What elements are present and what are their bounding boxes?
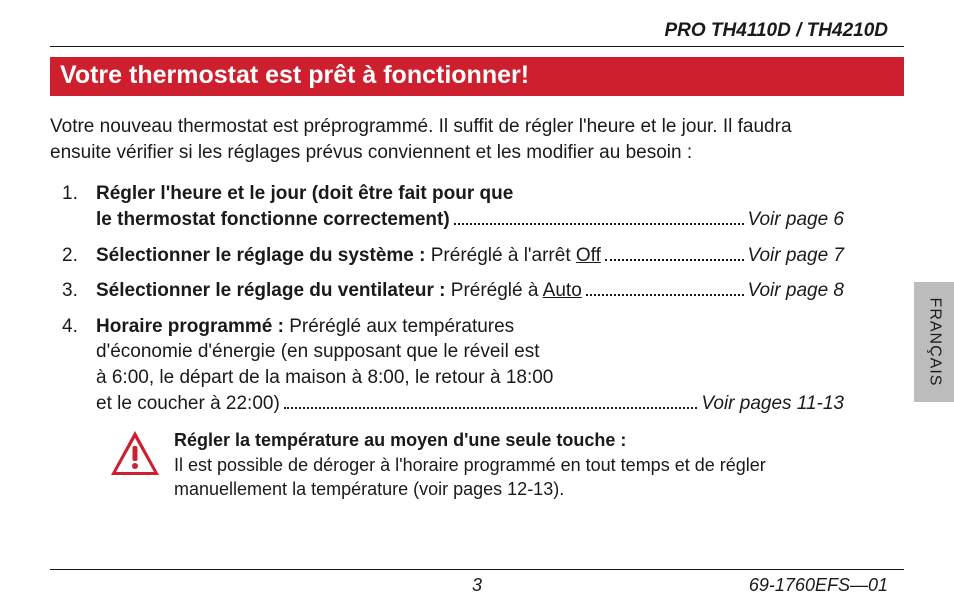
leader-dots bbox=[454, 208, 744, 225]
step-rest-line2: d'économie d'énergie (en supposant que l… bbox=[96, 341, 540, 362]
step-bold: Sélectionner le réglage du ventilateur : bbox=[96, 280, 451, 301]
note-title: Régler la température au moyen d'une seu… bbox=[174, 428, 844, 452]
step-1: 1. Régler l'heure et le jour (doit être … bbox=[96, 181, 844, 232]
footer-rule bbox=[50, 569, 904, 570]
step-4: 4. Horaire programmé : Préréglé aux temp… bbox=[96, 314, 844, 417]
manual-page: PRO TH4110D / TH4210D Votre thermostat e… bbox=[0, 0, 954, 608]
section-banner: Votre thermostat est prêt à fonctionner! bbox=[50, 57, 904, 96]
step-rest-line3: à 6:00, le départ de la maison à 8:00, l… bbox=[96, 367, 553, 388]
step-rest-line4: et le coucher à 22:00) bbox=[96, 391, 280, 417]
header-model: PRO TH4110D / TH4210D bbox=[50, 20, 904, 42]
note-box: Régler la température au moyen d'une seu… bbox=[50, 428, 904, 501]
step-2: 2. Sélectionner le réglage du système : … bbox=[96, 243, 844, 269]
step-number: 4. bbox=[62, 314, 78, 340]
step-rest: Préréglé à l'arrêt bbox=[431, 245, 576, 266]
intro-paragraph: Votre nouveau thermostat est préprogramm… bbox=[50, 114, 904, 165]
page-ref: Voir pages 11-13 bbox=[701, 391, 844, 417]
step-underlined: Auto bbox=[543, 280, 582, 301]
language-tab-label: FRANÇAIS bbox=[925, 298, 943, 387]
step-bold-line2: le thermostat fonctionne correctement) bbox=[96, 207, 450, 233]
leader-dots bbox=[586, 279, 744, 296]
steps-list: 1. Régler l'heure et le jour (doit être … bbox=[50, 181, 904, 416]
step-content: Sélectionner le réglage du ventilateur :… bbox=[96, 278, 582, 304]
step-line: Horaire programmé : Préréglé aux tempéra… bbox=[96, 316, 514, 337]
leader-dots bbox=[284, 392, 698, 409]
step-rest: Préréglé à bbox=[451, 280, 543, 301]
warning-icon bbox=[110, 430, 160, 481]
step-rest-line1: Préréglé aux températures bbox=[289, 316, 514, 337]
header-rule bbox=[50, 46, 904, 47]
leader-dots bbox=[605, 243, 744, 260]
step-number: 3. bbox=[62, 278, 78, 304]
step-bold: Sélectionner le réglage du système : bbox=[96, 245, 431, 266]
step-content: Sélectionner le réglage du système : Pré… bbox=[96, 243, 601, 269]
page-ref: Voir page 8 bbox=[748, 278, 844, 304]
step-number: 2. bbox=[62, 243, 78, 269]
note-text: Régler la température au moyen d'une seu… bbox=[174, 428, 844, 501]
page-ref: Voir page 7 bbox=[748, 243, 844, 269]
note-body: Il est possible de déroger à l'horaire p… bbox=[174, 453, 844, 502]
step-3: 3. Sélectionner le réglage du ventilateu… bbox=[96, 278, 844, 304]
doc-code: 69-1760EFS—01 bbox=[749, 575, 888, 596]
language-tab: FRANÇAIS bbox=[914, 282, 954, 402]
step-underlined: Off bbox=[576, 245, 601, 266]
step-number: 1. bbox=[62, 181, 78, 207]
step-bold: Horaire programmé : bbox=[96, 316, 289, 337]
step-bold-line1: Régler l'heure et le jour (doit être fai… bbox=[96, 183, 513, 204]
page-ref: Voir page 6 bbox=[748, 207, 844, 233]
